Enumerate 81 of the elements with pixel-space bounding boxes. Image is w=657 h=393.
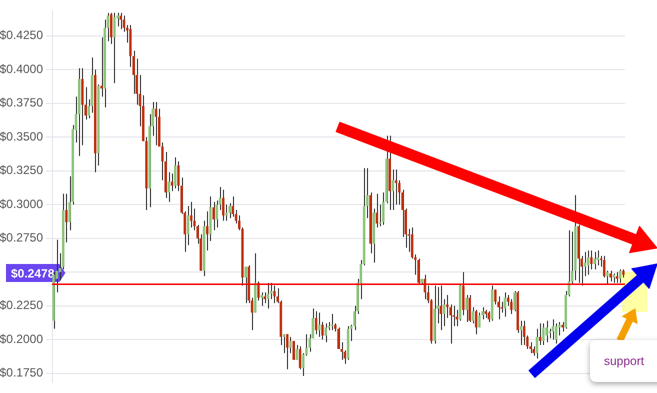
candlestick — [392, 169, 394, 210]
y-tick-label: $0.2750 — [0, 230, 44, 245]
candlestick — [168, 172, 170, 202]
candlestick — [318, 312, 321, 338]
candlestick — [590, 250, 593, 270]
candlestick — [618, 268, 622, 284]
candlestick — [120, 12, 122, 30]
candlestick — [494, 289, 497, 305]
candlestick — [586, 250, 590, 276]
y-tick-label: $0.4000 — [0, 62, 44, 76]
candlestick — [216, 200, 218, 228]
candlestick — [606, 270, 609, 285]
candlestick — [154, 102, 158, 146]
candlestick — [593, 251, 596, 270]
candlestick — [232, 196, 234, 218]
candlestick — [596, 250, 600, 266]
candlestick — [440, 285, 442, 331]
y-tick-label: $0.3250 — [0, 163, 44, 178]
candlestick — [510, 298, 513, 314]
annotation: $0.2478 — [11, 266, 55, 280]
candlestick — [286, 334, 289, 370]
candlestick — [456, 309, 458, 327]
candlestick — [282, 334, 286, 354]
candlestick — [561, 322, 564, 332]
candlestick — [222, 189, 224, 222]
candlestick — [212, 201, 215, 231]
candlestick — [244, 266, 247, 304]
candlestick — [113, 12, 116, 84]
candlestick — [186, 205, 190, 246]
y-tick-label: $0.3500 — [0, 129, 44, 144]
candlestick — [340, 342, 343, 360]
candlestick — [522, 320, 526, 346]
candlestick — [472, 306, 474, 324]
y-tick-label: $0.3000 — [0, 196, 44, 211]
candlestick — [264, 292, 266, 304]
candlestick — [296, 344, 298, 360]
candlestick — [266, 282, 270, 310]
candlestick — [536, 328, 538, 359]
candlestick — [292, 340, 295, 360]
y-tick-label: $0.1750 — [0, 366, 44, 380]
candlestick — [394, 169, 398, 206]
candlestick — [324, 322, 327, 343]
candlestick — [174, 156, 176, 189]
candlestick — [520, 320, 522, 346]
candlestick — [465, 294, 468, 323]
candlestick — [424, 274, 426, 300]
candlestick — [100, 36, 103, 98]
candlestick — [478, 312, 481, 328]
y-tick-label: $0.4250 — [0, 28, 44, 42]
candlestick — [225, 204, 228, 222]
candlestick — [532, 346, 535, 356]
candlestick — [481, 306, 484, 320]
y-tick-label: $0.2000 — [0, 332, 44, 346]
candlestick — [314, 310, 318, 335]
candlestick — [417, 258, 420, 285]
candlestick — [65, 193, 68, 243]
candlestick — [376, 193, 378, 228]
y-tick-label: $0.2250 — [0, 298, 44, 312]
candlestick — [609, 270, 612, 282]
candlestick — [497, 296, 500, 320]
candlestick — [170, 173, 174, 192]
candlestick — [538, 322, 542, 346]
candlestick — [616, 272, 618, 284]
candlestick — [228, 202, 231, 219]
candlestick — [206, 210, 208, 251]
candlestick — [545, 320, 548, 343]
candlestick — [468, 294, 471, 323]
candlestick — [513, 290, 516, 312]
candlestick — [548, 328, 551, 339]
y-tick-label: $0.3750 — [0, 96, 44, 110]
candlestick — [554, 322, 558, 344]
candlestick — [488, 310, 490, 323]
candlestick — [190, 201, 192, 228]
candlestick — [542, 322, 545, 346]
candlestick — [612, 272, 616, 284]
candlestick — [504, 292, 506, 318]
candlestick — [257, 281, 260, 301]
candlestick — [260, 292, 263, 306]
callout-box: support — [590, 340, 657, 382]
candlestick — [474, 309, 478, 335]
candlestick — [446, 294, 449, 318]
